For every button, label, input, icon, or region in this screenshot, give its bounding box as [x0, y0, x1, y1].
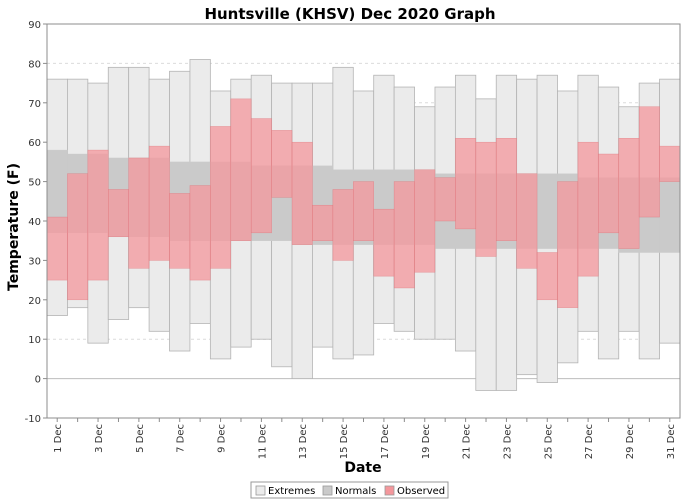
legend: Extremes Normals Observed — [250, 481, 449, 499]
observed-bar — [46, 216, 68, 281]
observed-bar — [516, 173, 538, 269]
x-tick-label: 5 Dec — [135, 424, 146, 453]
y-tick-label: 60 — [28, 138, 41, 149]
observed-bar — [618, 138, 640, 249]
x-tick-label: 27 Dec — [584, 424, 595, 459]
x-tick-label: 29 Dec — [625, 424, 636, 459]
x-tick-label: 7 Dec — [176, 424, 187, 453]
y-tick-label: 10 — [28, 335, 41, 346]
legend-label-normals: Normals — [335, 486, 376, 497]
observed-bar — [475, 141, 497, 257]
x-tick-label: 19 Dec — [421, 424, 432, 459]
observed-bar — [312, 204, 334, 241]
observed-bar — [598, 153, 619, 234]
y-tick-label: 50 — [28, 178, 41, 189]
observed-bar — [495, 138, 517, 241]
observed-bar — [271, 130, 293, 198]
observed-bar — [250, 118, 272, 234]
observed-bar — [230, 98, 252, 241]
legend-swatch-observed — [384, 485, 395, 496]
normals-bar — [536, 173, 558, 249]
x-axis-label: Date — [344, 460, 381, 476]
x-tick-label: 3 Dec — [94, 424, 105, 453]
y-tick-label: -10 — [25, 414, 41, 425]
x-tick-label: 13 Dec — [298, 424, 309, 459]
observed-bar — [332, 189, 354, 261]
observed-bar — [291, 141, 313, 245]
y-tick-label: 90 — [28, 20, 41, 31]
x-tick-label: 25 Dec — [543, 424, 554, 459]
y-tick-label: 80 — [28, 59, 41, 70]
plot-area: -10 0 10 20 30 40 50 60 70 80 90 1 Dec 3 Dec 5 Dec 7 D… — [25, 20, 681, 459]
observed-bar — [373, 208, 395, 277]
observed-bar — [108, 189, 129, 238]
y-tick-label: 30 — [28, 256, 41, 267]
x-tick-label: 15 Dec — [339, 424, 350, 459]
x-tick-label: 11 Dec — [257, 424, 268, 459]
y-tick-label: 0 — [35, 375, 41, 386]
observed-bar — [434, 177, 456, 222]
legend-swatch-normals — [322, 485, 333, 496]
observed-bar — [393, 181, 415, 289]
observed-bar — [128, 157, 150, 269]
x-tick-label: 9 Dec — [217, 424, 228, 453]
observed-bar — [536, 252, 558, 301]
observed-bar — [189, 185, 211, 281]
observed-bar — [577, 141, 599, 277]
y-axis-label: Temperature (F) — [6, 163, 22, 291]
legend-box — [250, 481, 449, 499]
observed-bar — [659, 145, 681, 182]
normals-bar — [659, 177, 681, 253]
observed-bar — [87, 149, 109, 281]
observed-bar — [638, 106, 660, 218]
observed-bar — [353, 181, 374, 241]
legend-swatch-extremes — [255, 485, 266, 496]
observed-bar — [210, 126, 232, 269]
observed-bar — [414, 169, 436, 273]
x-tick-label: 31 Dec — [666, 424, 677, 459]
observed-bar — [67, 173, 89, 301]
x-tick-label: 21 Dec — [462, 424, 473, 459]
y-tick-label: 40 — [28, 217, 41, 228]
y-tick-label: 20 — [28, 296, 41, 307]
observed-bar — [557, 181, 579, 308]
observed-bar — [455, 138, 477, 230]
x-tick-label: 23 Dec — [502, 424, 513, 459]
chart-title: Huntsville (KHSV) Dec 2020 Graph — [204, 5, 495, 23]
y-tick-label: 70 — [28, 99, 41, 110]
legend-label-extremes: Extremes — [268, 486, 315, 497]
observed-bar — [169, 193, 191, 269]
x-tick-label: 17 Dec — [380, 424, 391, 459]
x-tick-label: 1 Dec — [53, 424, 64, 453]
observed-bar — [148, 145, 170, 261]
legend-label-observed: Observed — [397, 486, 445, 497]
